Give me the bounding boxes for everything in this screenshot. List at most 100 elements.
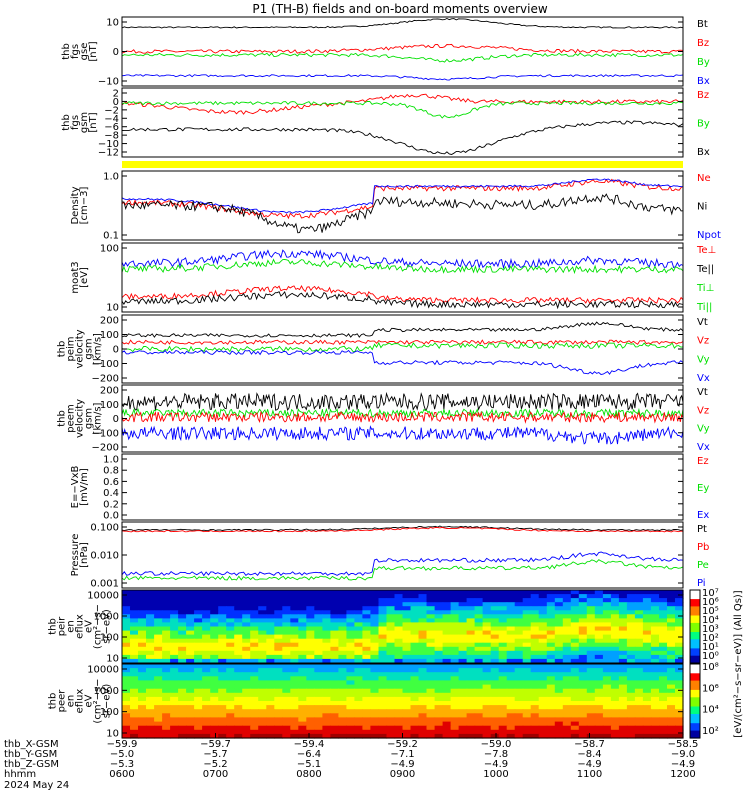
spectrogram-cell <box>386 598 396 603</box>
spectrogram-cell <box>386 676 396 681</box>
spectrogram-cell <box>602 590 612 595</box>
y-axis-label-line: velocity <box>75 399 86 438</box>
spectrogram-cell <box>378 630 388 636</box>
spectrogram-cell <box>426 658 436 664</box>
spectrogram-cell <box>578 684 588 690</box>
spectrogram-cell <box>618 622 628 628</box>
spectrogram-cell <box>314 701 323 706</box>
spectrogram-cell <box>538 634 548 640</box>
spectrogram-cell <box>562 692 572 698</box>
xtick-label: 0700 <box>203 769 228 780</box>
spectrogram-cell <box>642 725 652 731</box>
spectrogram-cell <box>274 646 283 652</box>
spectrogram-cell <box>306 638 315 644</box>
spectrogram-cell <box>570 721 580 727</box>
spectrogram-cell <box>338 598 347 603</box>
spectrogram-cell <box>202 701 211 706</box>
spectrogram-cell <box>266 684 275 690</box>
spectrogram-cell <box>354 705 363 710</box>
spectrogram-cell <box>458 606 468 611</box>
spectrogram-cell <box>210 696 219 702</box>
spectrogram-cell <box>482 622 492 628</box>
spectrogram-cell <box>578 594 588 599</box>
spectrogram-cell <box>642 717 652 723</box>
spectrogram-cell <box>402 650 412 656</box>
spectrogram-cell <box>234 654 243 660</box>
spectrogram-cell <box>330 705 339 710</box>
spectrogram-cell <box>194 646 203 652</box>
spectrogram-cell <box>450 705 460 710</box>
spectrogram-cell <box>322 646 331 652</box>
spectrogram-cell <box>530 664 540 669</box>
spectrogram-cell <box>482 676 492 681</box>
spectrogram-cell <box>154 658 163 664</box>
spectrogram-cell <box>474 622 484 628</box>
spectrogram-cell <box>306 733 315 739</box>
spectrogram-cell <box>667 717 676 723</box>
ytick-label: 200 <box>100 386 119 397</box>
spectrogram-cell <box>138 717 147 723</box>
colorbar-cell <box>690 641 700 644</box>
spectrogram-cell <box>322 630 331 636</box>
spectrogram-cell <box>146 594 155 599</box>
ytick-label: −100 <box>92 359 119 370</box>
spectrogram-cell <box>562 610 572 615</box>
spectrogram-cell <box>242 602 251 607</box>
spectrogram-cell <box>298 622 307 628</box>
ytick-label: 10 <box>106 18 119 29</box>
spectrogram-cell <box>650 618 660 624</box>
spectrogram-cell <box>234 638 243 644</box>
spectrogram-cell <box>618 642 628 648</box>
spectrogram-cell <box>642 606 652 611</box>
spectrogram-cell <box>402 626 412 632</box>
spectrogram-cell <box>626 650 636 656</box>
spectrogram-cell <box>642 721 652 727</box>
spectrogram-cell <box>490 606 500 611</box>
spectrogram-cell <box>266 672 275 677</box>
spectrogram-cell <box>602 733 612 739</box>
spectrogram-cell <box>538 622 548 628</box>
spectrogram-cell <box>154 626 163 632</box>
spectrogram-cell <box>434 606 444 611</box>
spectrogram-cell <box>386 733 396 739</box>
spectrogram-cell <box>330 672 339 677</box>
colorbar-cell <box>690 689 700 693</box>
spectrogram-cell <box>442 606 452 611</box>
spectrogram-cell <box>570 622 580 628</box>
spectrogram-cell <box>466 658 476 664</box>
colorbar-tick: 10⁶ <box>702 683 719 694</box>
spectrogram-cell <box>434 733 444 739</box>
spectrogram-cell <box>602 622 612 628</box>
spectrogram-cell <box>498 717 508 723</box>
spectrogram-cell <box>482 638 492 644</box>
spectrogram-cell <box>242 654 251 660</box>
spectrogram-cell <box>506 688 516 694</box>
spectrogram-cell <box>306 709 315 714</box>
spectrogram-cell <box>426 680 436 686</box>
spectrogram-cell <box>490 688 500 694</box>
spectrogram-cell <box>482 642 492 648</box>
spectrogram-cell <box>346 725 355 731</box>
spectrogram-cell <box>194 709 203 714</box>
spectrogram-cell <box>474 733 484 739</box>
spectrogram-cell <box>482 701 492 706</box>
colorbar-cell <box>690 622 700 626</box>
spectrogram-cell <box>434 664 444 669</box>
spectrogram-cell <box>210 618 219 624</box>
spectrogram-cell <box>298 646 307 652</box>
spectrogram-cell <box>250 688 259 694</box>
spectrogram-cell <box>186 594 195 599</box>
spectrogram-cell <box>370 701 379 706</box>
spectrogram-cell <box>418 590 428 595</box>
spectrogram-cell <box>642 692 652 698</box>
spectrogram-cell <box>546 602 556 607</box>
spectrogram-cell <box>202 598 211 603</box>
spectrogram-cell <box>330 642 339 648</box>
spectrogram-cell <box>162 598 171 603</box>
spectrogram-cell <box>474 684 484 690</box>
spectrogram-cell <box>362 688 371 694</box>
spectrogram-cell <box>418 606 428 611</box>
spectrogram-cell <box>290 598 299 603</box>
spectrogram-cell <box>482 717 492 723</box>
